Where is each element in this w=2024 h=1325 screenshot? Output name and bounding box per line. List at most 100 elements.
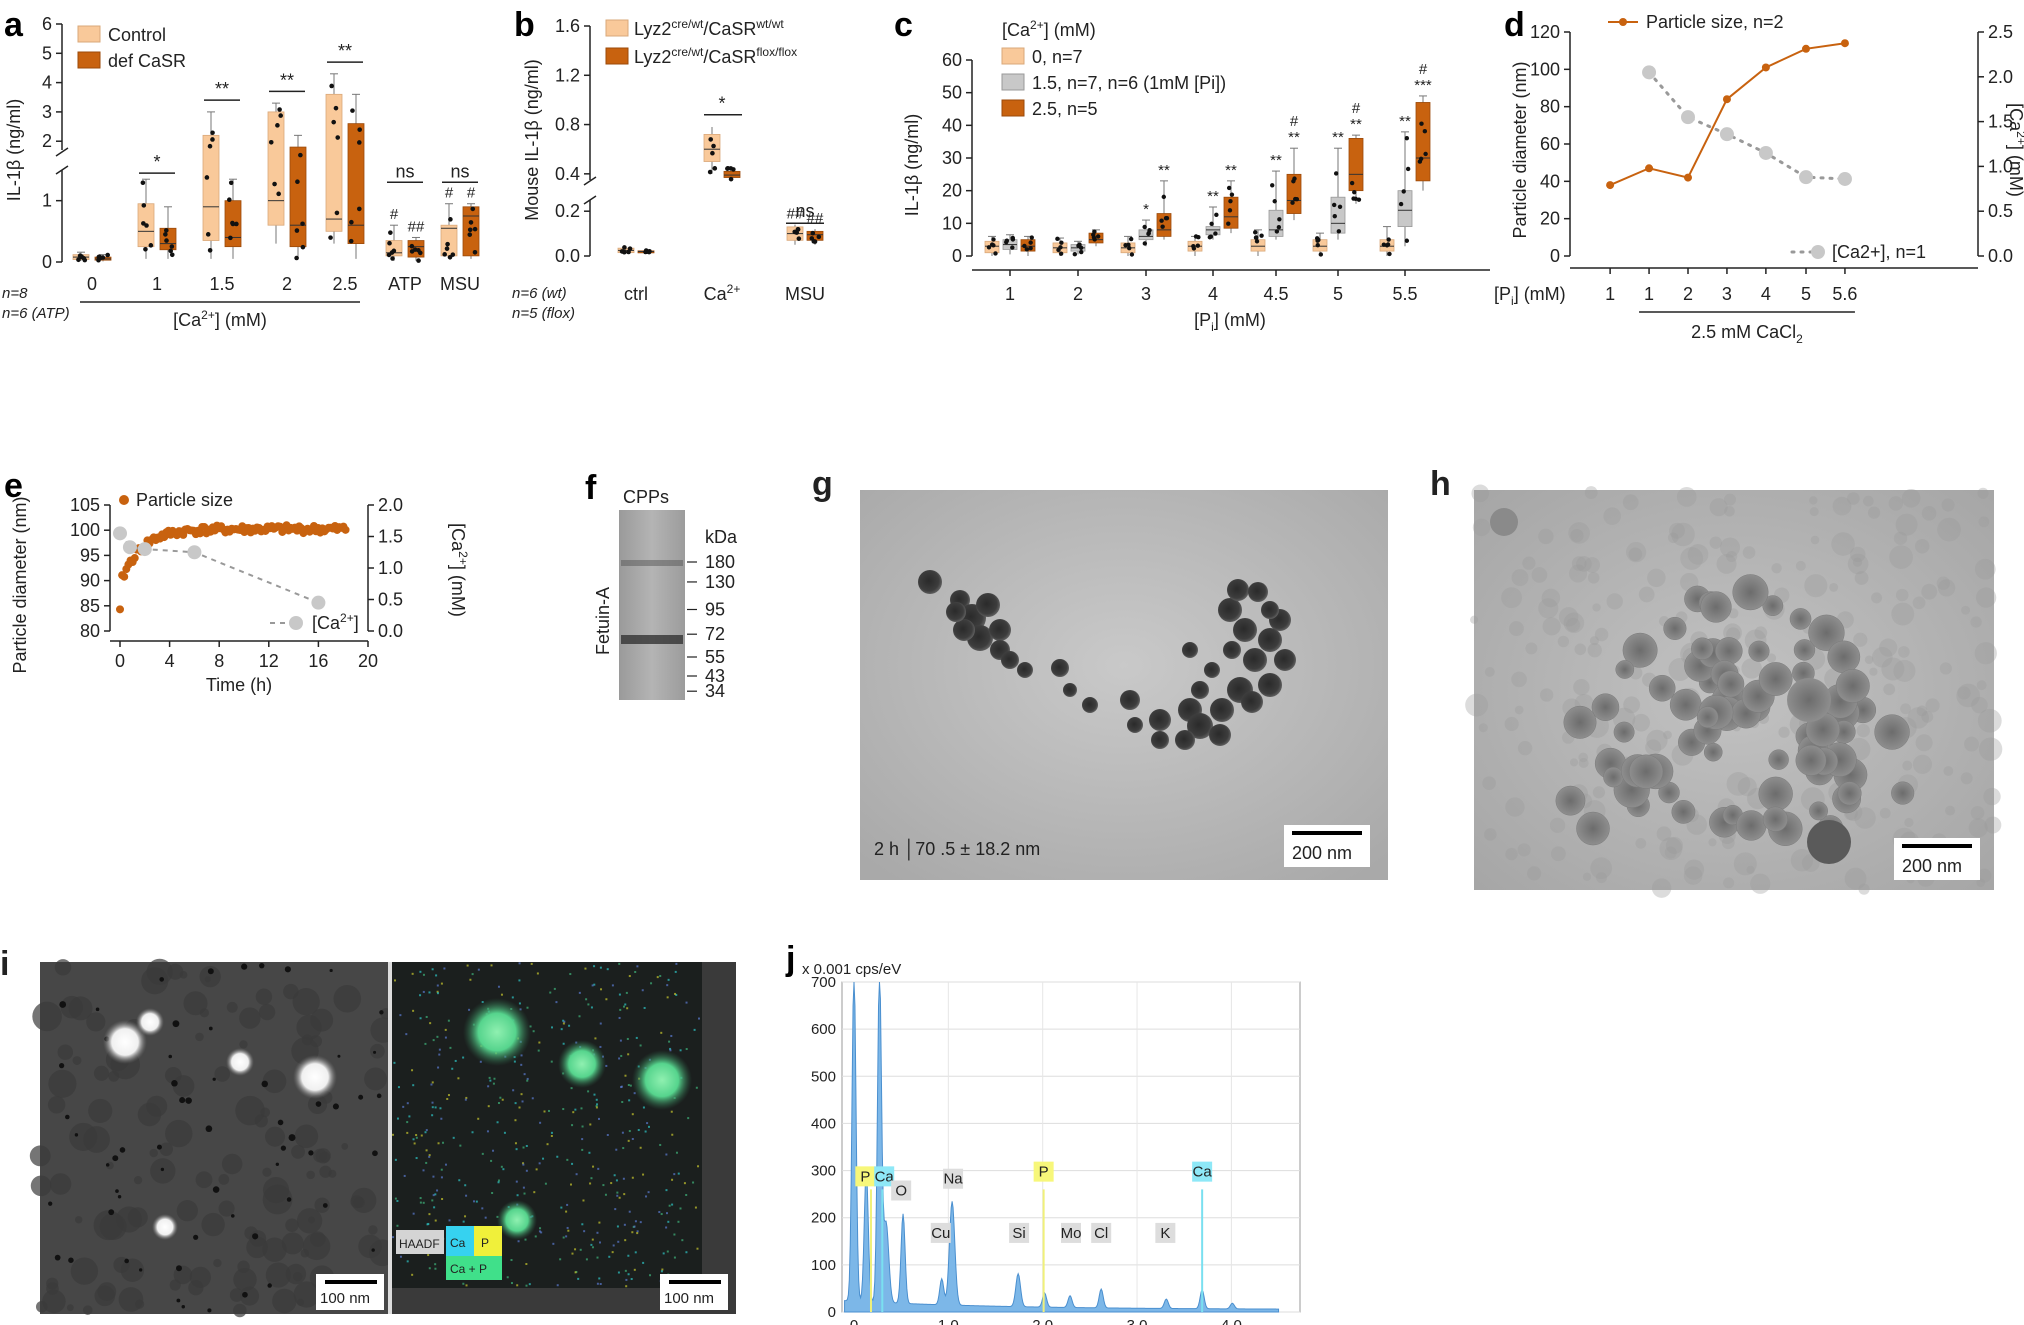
texture-dot	[258, 962, 265, 969]
texture-blob	[1974, 642, 1997, 665]
particle	[1258, 673, 1282, 697]
element-speck	[597, 1117, 600, 1120]
texture-blob	[246, 1236, 268, 1259]
peak-label-box-Cu	[930, 1222, 951, 1243]
element-speck	[434, 1267, 437, 1270]
element-speck	[671, 1178, 674, 1181]
element-speck	[625, 1278, 628, 1281]
element-speck	[515, 1148, 518, 1151]
texture-blob	[1883, 683, 1896, 696]
element-speck	[411, 972, 414, 975]
y-tick-label: 20	[942, 181, 962, 201]
texture-blob	[314, 1197, 330, 1213]
box-3-1.5	[1138, 229, 1154, 241]
texture-blob	[213, 1258, 222, 1268]
element-speck	[693, 1028, 696, 1031]
data-point	[348, 238, 354, 244]
data-point-ca	[1837, 171, 1852, 186]
element-speck	[521, 1100, 524, 1103]
legend-swatch-wt	[605, 19, 629, 37]
texture-dot	[205, 1125, 213, 1133]
data-point	[467, 232, 473, 237]
texture-blob	[46, 1282, 59, 1295]
y-tick-label: 2	[42, 131, 52, 151]
peak-label-P: P	[860, 1168, 870, 1185]
element-speck	[593, 983, 596, 986]
element-speck	[518, 1002, 521, 1005]
element-speck	[522, 1186, 525, 1189]
data-point-ca	[1719, 127, 1734, 142]
data-point	[1349, 180, 1355, 186]
element-speck	[449, 1046, 452, 1049]
texture-blob	[1676, 487, 1697, 507]
legend-label-particle-size: Particle size, n=2	[1646, 12, 1784, 32]
texture-blob	[146, 958, 173, 986]
texture-dot	[379, 1010, 384, 1015]
texture-blob	[149, 1148, 158, 1158]
data-point	[416, 258, 421, 263]
particle	[1758, 776, 1793, 812]
box-4-2.5	[1223, 196, 1239, 229]
data-point	[1126, 242, 1131, 247]
element-speck	[567, 1229, 570, 1232]
element-speck	[562, 1022, 565, 1025]
texture-blob	[264, 1126, 286, 1147]
data-point	[472, 226, 478, 232]
element-speck	[489, 1079, 492, 1082]
element-speck	[427, 1222, 430, 1225]
y-tick-label-right: 2.0	[1988, 67, 2013, 87]
element-speck	[606, 968, 609, 971]
sig-label: **	[1350, 116, 1362, 133]
element-speck	[425, 1015, 428, 1018]
data-point	[1028, 245, 1033, 251]
data-point-ca	[1758, 145, 1773, 160]
element-speck	[428, 1154, 431, 1157]
data-point	[1024, 247, 1030, 252]
texture-blob	[1941, 498, 1955, 512]
element-speck	[626, 1037, 629, 1040]
data-point	[1160, 224, 1165, 229]
texture-blob	[1970, 616, 1982, 628]
axis-break	[583, 195, 597, 205]
data-point	[1022, 243, 1027, 249]
texture-blob	[1470, 615, 1479, 624]
data-point-ca	[311, 595, 326, 610]
element-speck	[497, 1102, 500, 1105]
texture-blob	[1961, 605, 1971, 615]
y-tick-label: 1.2	[555, 65, 580, 85]
peak-label-box-Si	[1009, 1222, 1030, 1243]
texture-dot	[176, 1298, 181, 1303]
element-speck	[484, 1216, 487, 1219]
data-point	[1028, 240, 1033, 245]
texture-blob	[1977, 868, 1992, 883]
texture-dot	[171, 1080, 178, 1087]
element-speck	[518, 979, 521, 982]
texture-blob	[1975, 587, 1997, 608]
y-tick-label: 300	[811, 1163, 836, 1180]
texture-blob	[1945, 805, 1956, 816]
element-speck	[596, 1231, 599, 1234]
element-speck	[694, 1206, 697, 1209]
texture-blob	[94, 1285, 116, 1307]
data-point	[1142, 224, 1147, 230]
element-speck	[580, 1107, 583, 1110]
element-speck	[412, 1009, 415, 1012]
element-speck	[394, 1158, 397, 1161]
element-speck	[597, 1167, 600, 1170]
data-point	[300, 244, 306, 250]
element-speck	[459, 1144, 462, 1147]
y-tick-label: 95	[80, 545, 100, 565]
element-speck	[659, 1143, 662, 1146]
y-tick-label: 90	[80, 571, 100, 591]
element-speck	[578, 991, 581, 994]
texture-blob	[214, 1066, 231, 1082]
texture-blob	[262, 1167, 272, 1177]
element-speck	[434, 1106, 437, 1109]
texture-blob	[218, 1174, 230, 1185]
element-speck	[598, 1221, 601, 1224]
data-point-particle-size	[196, 529, 205, 538]
data-point	[1095, 234, 1101, 239]
data-point-particle-size	[1761, 63, 1770, 72]
texture-blob	[1921, 506, 1937, 521]
element-speck	[440, 1117, 443, 1120]
